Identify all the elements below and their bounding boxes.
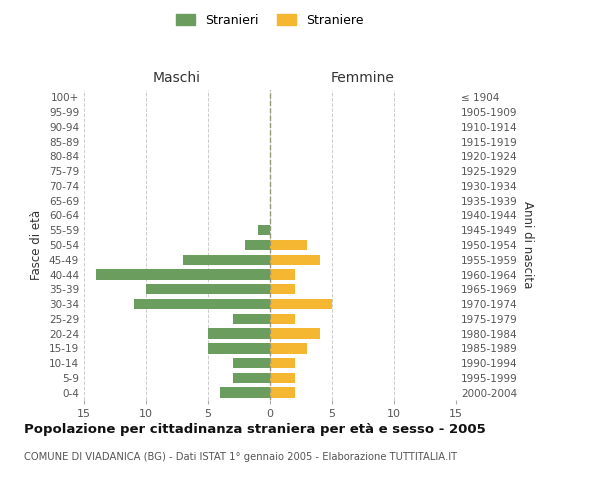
Bar <box>245 240 270 250</box>
Bar <box>270 240 307 250</box>
Bar <box>270 343 307 353</box>
Bar <box>208 343 270 353</box>
Bar <box>97 270 270 280</box>
Bar <box>233 314 270 324</box>
Bar <box>270 328 320 338</box>
Bar <box>233 358 270 368</box>
Bar <box>270 270 295 280</box>
Bar <box>270 388 295 398</box>
Bar <box>270 299 332 309</box>
Bar <box>257 225 270 235</box>
Bar <box>146 284 270 294</box>
Y-axis label: Fasce di età: Fasce di età <box>31 210 43 280</box>
Bar <box>134 299 270 309</box>
Text: Maschi: Maschi <box>153 71 201 85</box>
Bar <box>220 388 270 398</box>
Text: COMUNE DI VIADANICA (BG) - Dati ISTAT 1° gennaio 2005 - Elaborazione TUTTITALIA.: COMUNE DI VIADANICA (BG) - Dati ISTAT 1°… <box>24 452 457 462</box>
Bar <box>270 284 295 294</box>
Bar <box>270 254 320 265</box>
Bar <box>183 254 270 265</box>
Bar <box>270 372 295 383</box>
Legend: Stranieri, Straniere: Stranieri, Straniere <box>172 8 368 32</box>
Bar <box>270 314 295 324</box>
Bar <box>233 372 270 383</box>
Bar <box>270 358 295 368</box>
Bar <box>208 328 270 338</box>
Text: Femmine: Femmine <box>331 71 395 85</box>
Text: Popolazione per cittadinanza straniera per età e sesso - 2005: Popolazione per cittadinanza straniera p… <box>24 422 486 436</box>
Y-axis label: Anni di nascita: Anni di nascita <box>521 202 534 288</box>
